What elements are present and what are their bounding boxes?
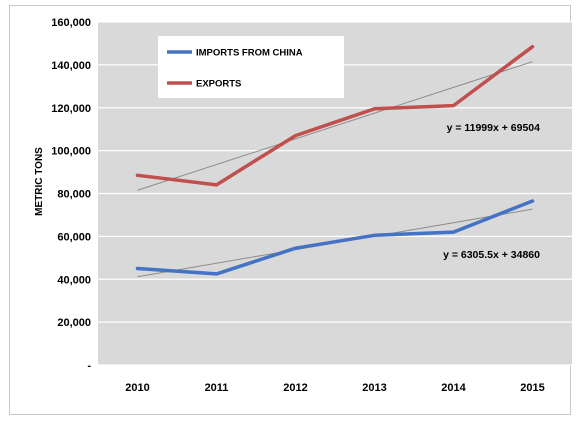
x-tick-label: 2010 [125,382,149,394]
trendline [137,61,533,191]
y-axis-title: METRIC TONS [34,147,45,216]
y-tick-label: 20,000 [57,317,91,329]
x-tick-label: 2013 [362,382,386,394]
x-tick-label: 2012 [283,382,307,394]
gridlines [98,21,572,366]
y-tick-label: 40,000 [57,274,91,286]
y-tick-label: 60,000 [57,231,91,243]
trendline-equation-exports: y = 11999x + 69504 [447,122,541,134]
y-tick-label: - [87,360,91,372]
legend: IMPORTS FROM CHINA EXPORTS [158,36,344,98]
x-axis-ticks: 2010 2011 2012 2013 2014 2015 [125,382,544,394]
legend-label-imports: IMPORTS FROM CHINA [196,48,303,59]
y-tick-label: 80,000 [57,189,91,201]
y-axis-ticks: - 20,000 40,000 60,000 80,000 100,000 120,000 1… [51,17,91,372]
series-line [135,44,535,187]
trendline-equation-imports: y = 6305.5x + 34860 [443,249,540,261]
x-tick-label: 2015 [520,382,544,394]
legend-box [158,36,344,98]
y-tick-label: 140,000 [51,60,91,72]
x-tick-label: 2011 [205,382,229,394]
x-tick-label: 2014 [441,382,466,394]
y-tick-label: 120,000 [51,103,91,115]
series-line [135,199,535,276]
legend-label-exports: EXPORTS [196,79,241,90]
data-series [135,44,535,276]
y-tick-label: 100,000 [51,146,91,158]
y-tick-label: 160,000 [51,17,91,29]
